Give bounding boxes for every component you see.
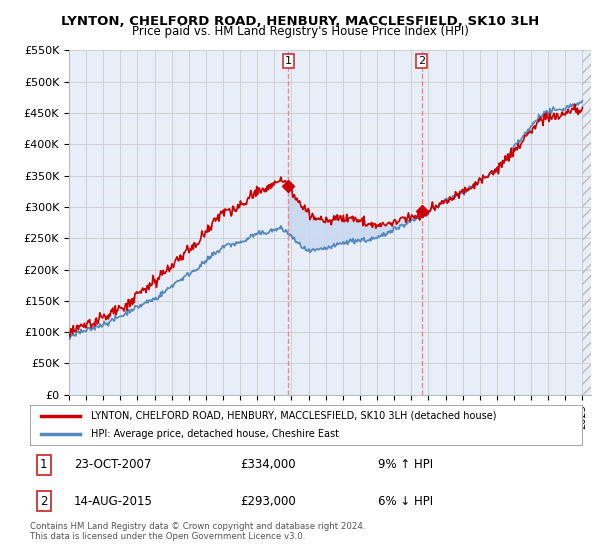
Text: 23-OCT-2007: 23-OCT-2007 [74, 458, 152, 472]
Text: Contains HM Land Registry data © Crown copyright and database right 2024.: Contains HM Land Registry data © Crown c… [30, 522, 365, 531]
Text: HPI: Average price, detached house, Cheshire East: HPI: Average price, detached house, Ches… [91, 430, 339, 439]
Text: £293,000: £293,000 [240, 494, 296, 508]
Text: 2: 2 [418, 55, 425, 66]
Text: 2: 2 [40, 494, 47, 508]
Text: LYNTON, CHELFORD ROAD, HENBURY, MACCLESFIELD, SK10 3LH (detached house): LYNTON, CHELFORD ROAD, HENBURY, MACCLESF… [91, 411, 496, 421]
Text: LYNTON, CHELFORD ROAD, HENBURY, MACCLESFIELD, SK10 3LH: LYNTON, CHELFORD ROAD, HENBURY, MACCLESF… [61, 15, 539, 27]
Text: 1: 1 [285, 55, 292, 66]
Text: 9% ↑ HPI: 9% ↑ HPI [378, 458, 433, 472]
Text: This data is licensed under the Open Government Licence v3.0.: This data is licensed under the Open Gov… [30, 532, 305, 541]
Text: Price paid vs. HM Land Registry's House Price Index (HPI): Price paid vs. HM Land Registry's House … [131, 25, 469, 38]
Text: 6% ↓ HPI: 6% ↓ HPI [378, 494, 433, 508]
Text: £334,000: £334,000 [240, 458, 295, 472]
Bar [583, 50, 591, 395]
Text: 1: 1 [40, 458, 47, 472]
Text: 14-AUG-2015: 14-AUG-2015 [74, 494, 153, 508]
